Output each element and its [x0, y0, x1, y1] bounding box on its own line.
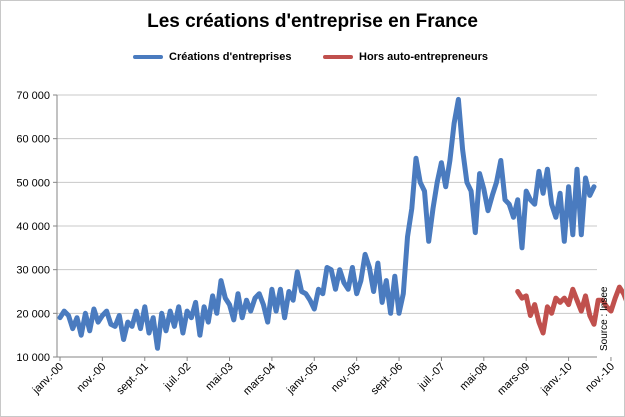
series-layer [57, 96, 624, 351]
source-note: Source : Insee [599, 286, 610, 351]
x-tick-label: nov.-05 [329, 361, 363, 395]
x-tick-label: juil.-02 [161, 361, 193, 393]
x-tick-label: sept.-01 [114, 361, 151, 398]
y-tick-label: 70 000 [16, 90, 50, 102]
x-tick-label: nov.-00 [75, 361, 109, 395]
x-tick-label: mars-04 [241, 361, 278, 398]
x-tick-labels: janv.-00 nov.-00 sept.-01 juil.-02 mai-03 mar… [30, 361, 624, 398]
axes [53, 94, 612, 361]
legend: Créations d'entreprises Hors auto-entrep… [1, 51, 624, 69]
series-line-hors-auto [515, 284, 624, 336]
x-tick-label: sept.-06 [369, 361, 406, 398]
y-tick-label: 50 000 [16, 177, 50, 189]
x-tick-label: janv.-00 [30, 361, 66, 397]
x-tick-label: juil.-07 [415, 361, 447, 393]
y-tick-label: 60 000 [16, 134, 50, 146]
legend-swatch-creations [133, 55, 163, 59]
legend-label-creations: Créations d'entreprises [169, 51, 292, 63]
series-line-creations [57, 96, 597, 351]
x-tick-label: janv.-10 [538, 361, 574, 397]
x-tick-label: nov.-10 [583, 361, 617, 395]
y-tick-label: 30 000 [16, 265, 50, 277]
y-tick-label: 10 000 [16, 352, 50, 364]
chart-title: Les créations d'entreprise en France [147, 11, 478, 32]
y-tick-labels: 10 000 20 000 30 000 40 000 50 000 60 000 70 0… [16, 90, 50, 364]
legend-swatch-hors-auto [323, 55, 353, 59]
x-tick-label: mai-03 [203, 361, 235, 393]
x-tick-label: janv.-05 [284, 361, 320, 397]
y-tick-label: 40 000 [16, 221, 50, 233]
y-tick-label: 20 000 [16, 308, 50, 320]
legend-label-hors-auto: Hors auto-entrepreneurs [359, 51, 488, 63]
x-tick-label: mars-09 [495, 361, 532, 398]
legend-item-creations: Créations d'entreprises [133, 51, 291, 63]
legend-item-hors-auto: Hors auto-entrepreneurs [323, 51, 488, 63]
x-tick-label: mai-08 [458, 361, 490, 393]
x-tick-label: sept.-11 [623, 361, 624, 397]
